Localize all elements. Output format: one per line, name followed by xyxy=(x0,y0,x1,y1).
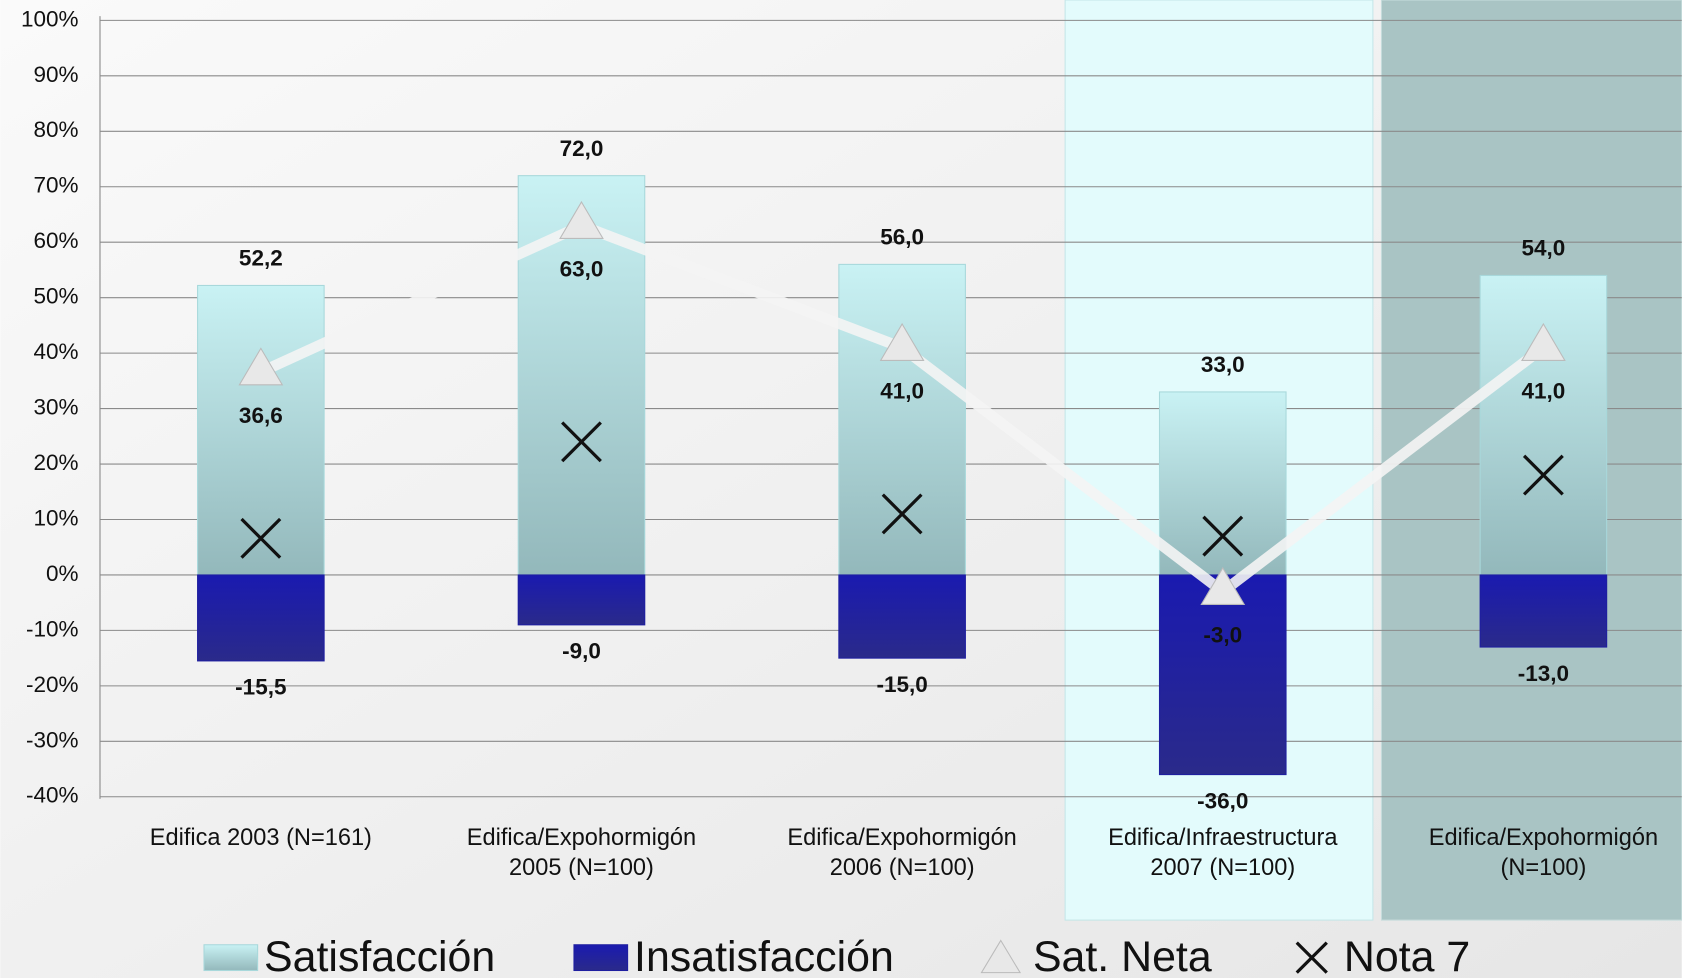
x-tick-label: Edifica/Infraestructura xyxy=(1108,824,1338,850)
y-tick-label: 10% xyxy=(33,505,78,530)
legend-label: Sat. Neta xyxy=(1033,933,1212,978)
marker-x xyxy=(561,421,602,463)
legend-swatch xyxy=(203,944,259,972)
marker-triangle xyxy=(559,200,604,239)
y-tick-label: 0% xyxy=(46,561,79,586)
value-label: 63,0 xyxy=(560,257,604,282)
bar xyxy=(1158,574,1287,776)
y-tick-label: 60% xyxy=(33,228,78,253)
y-tick-label: -10% xyxy=(26,616,79,641)
value-label: 41,0 xyxy=(880,379,924,404)
y-tick-label: 30% xyxy=(33,395,78,420)
marker-triangle xyxy=(1200,566,1246,605)
legend-swatch xyxy=(1295,941,1328,974)
y-tick-label: -20% xyxy=(26,672,79,697)
value-label: -13,0 xyxy=(1518,661,1569,686)
x-tick-label: Edifica/Expohormigón xyxy=(1429,824,1658,850)
value-label: 52,2 xyxy=(239,246,283,271)
value-label: 36,6 xyxy=(239,403,283,428)
bar xyxy=(838,263,966,576)
bar xyxy=(838,574,966,659)
marker-x xyxy=(1202,515,1244,557)
value-label: 56,0 xyxy=(880,225,924,250)
y-tick-label: 90% xyxy=(33,62,78,87)
bar xyxy=(517,574,646,626)
bar xyxy=(1479,274,1608,576)
y-tick-label: 100% xyxy=(21,6,79,31)
y-tick-label: 80% xyxy=(33,117,78,142)
y-tick-label: 70% xyxy=(33,173,78,198)
legend-swatch xyxy=(980,939,1022,974)
marker-triangle xyxy=(238,347,284,386)
y-tick-label: 40% xyxy=(33,339,78,364)
value-label: 54,0 xyxy=(1522,236,1566,261)
bar xyxy=(1158,391,1287,576)
x-tick-label: Edifica/Expohormigón xyxy=(787,824,1016,850)
value-label: -15,5 xyxy=(235,675,286,700)
legend-label: Insatisfacción xyxy=(634,933,894,978)
marker-x xyxy=(240,517,282,559)
marker-x xyxy=(1522,454,1564,496)
value-label: 33,0 xyxy=(1201,352,1245,377)
bar xyxy=(197,284,325,576)
value-label: 41,0 xyxy=(1522,379,1566,404)
value-label: -36,0 xyxy=(1197,788,1248,813)
x-tick-label: (N=100) xyxy=(1500,854,1586,880)
bar xyxy=(197,574,325,662)
x-tick-label: Edifica 2003 (N=161) xyxy=(150,824,372,850)
marker-triangle xyxy=(1521,322,1566,361)
y-tick-label: 50% xyxy=(33,284,78,309)
value-label: -15,0 xyxy=(876,672,927,697)
x-tick-label: 2005 (N=100) xyxy=(509,854,654,880)
y-tick-label: -40% xyxy=(26,783,79,808)
x-tick-label: 2006 (N=100) xyxy=(830,854,975,880)
value-label: -3,0 xyxy=(1203,623,1242,648)
value-label: 72,0 xyxy=(560,136,604,161)
marker-x xyxy=(881,493,923,535)
y-tick-label: -30% xyxy=(26,727,79,752)
x-tick-label: Edifica/Expohormigón xyxy=(467,824,696,850)
bar xyxy=(1479,574,1608,648)
x-tick-label: 2007 (N=100) xyxy=(1150,854,1295,880)
y-tick-label: 20% xyxy=(33,450,78,475)
legend-label: Satisfacción xyxy=(264,933,495,978)
legend-label: Nota 7 xyxy=(1344,933,1470,978)
legend-swatch xyxy=(573,944,629,972)
marker-triangle xyxy=(879,322,925,361)
value-label: -9,0 xyxy=(562,639,601,664)
